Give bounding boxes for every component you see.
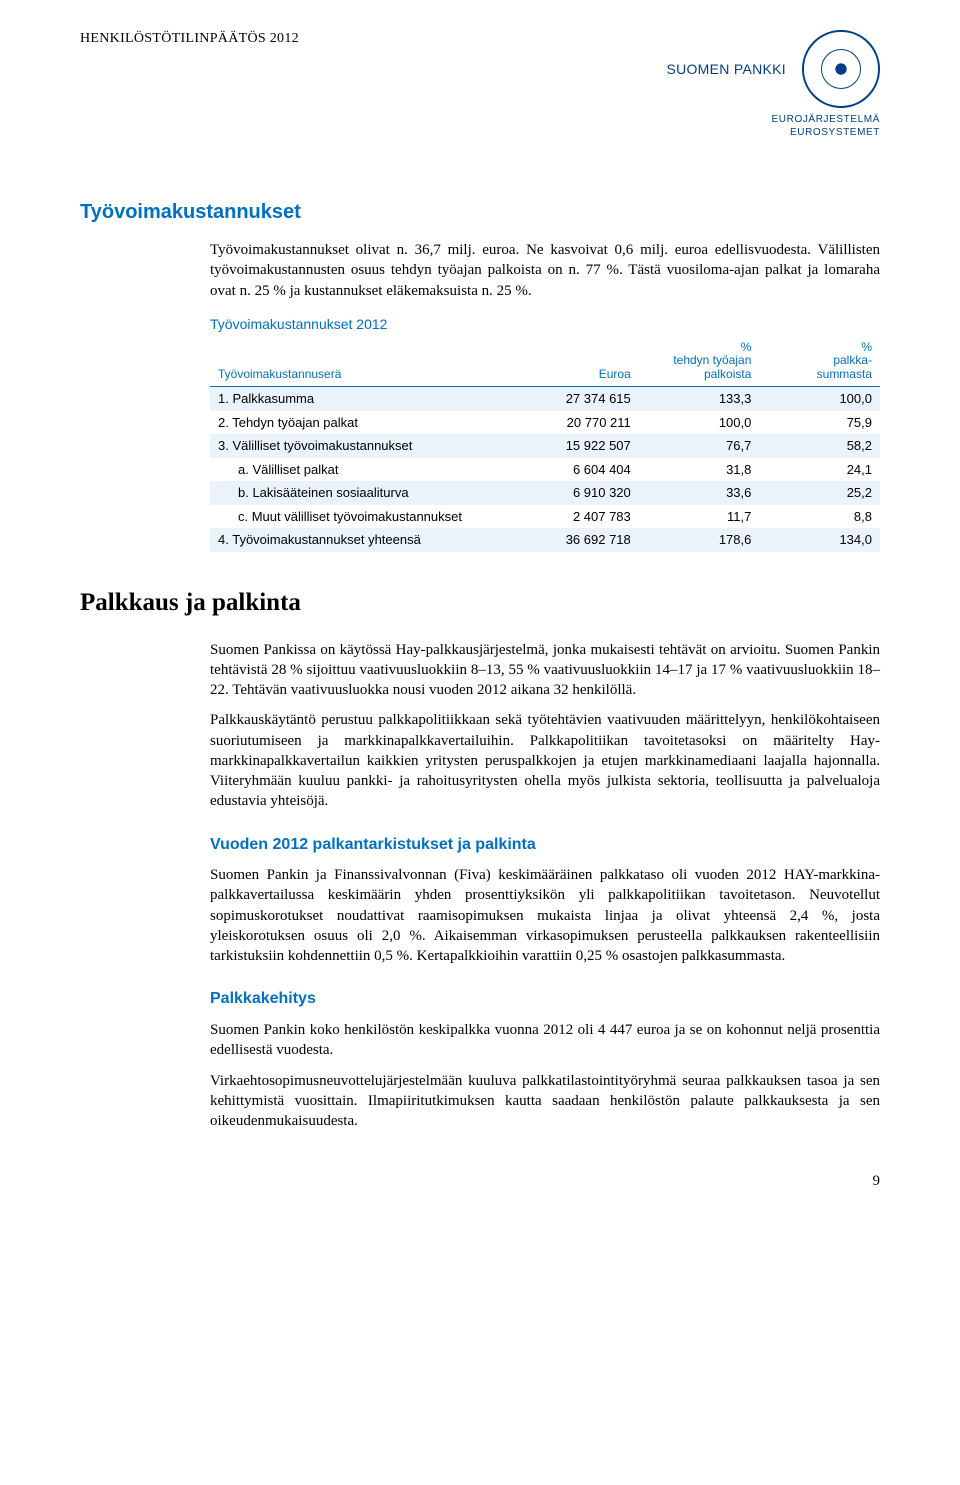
row-label: 1. Palkkasumma [210, 387, 518, 411]
sub2-para2: Virkaehtosopimusneuvottelujärjestelmään … [210, 1071, 880, 1132]
row-value: 2 407 783 [518, 505, 639, 529]
table-row: b. Lakisääteinen sosiaaliturva6 910 3203… [210, 481, 880, 505]
table-row: 2. Tehdyn työajan palkat20 770 211100,07… [210, 411, 880, 435]
section2-para1: Suomen Pankissa on käytössä Hay-palkkaus… [210, 640, 880, 701]
costs-table: Työvoimakustannuserä Euroa %tehdyn työaj… [210, 338, 880, 552]
section-title-costs: Työvoimakustannukset [80, 199, 880, 226]
table-caption: Työvoimakustannukset 2012 [210, 315, 880, 334]
row-value: 33,6 [639, 481, 760, 505]
page-number: 9 [80, 1171, 880, 1191]
row-value: 134,0 [759, 528, 880, 552]
row-value: 6 910 320 [518, 481, 639, 505]
sub2-para1: Suomen Pankin koko henkilöstön keskipalk… [210, 1020, 880, 1061]
bank-logo-icon [802, 30, 880, 108]
row-label: 3. Välilliset työvoimakustannukset [210, 434, 518, 458]
row-label: a. Välilliset palkat [210, 458, 518, 482]
row-value: 15 922 507 [518, 434, 639, 458]
section-title-palkkaus: Palkkaus ja palkinta [80, 586, 880, 620]
row-value: 133,3 [639, 387, 760, 411]
col-header-pct-tyo: %tehdyn työajanpalkoista [639, 338, 760, 387]
header-left-title: HENKILÖSTÖTILINPÄÄTÖS 2012 [80, 30, 299, 49]
row-label: c. Muut välilliset työvoimakustannukset [210, 505, 518, 529]
section1-paragraph: Työvoimakustannukset olivat n. 36,7 milj… [210, 240, 880, 301]
row-value: 11,7 [639, 505, 760, 529]
subsection-title-tarkistukset: Vuoden 2012 palkantarkistukset ja palkin… [210, 834, 880, 856]
row-label: 2. Tehdyn työajan palkat [210, 411, 518, 435]
subsection-title-palkkakehitys: Palkkakehitys [210, 988, 880, 1010]
row-value: 76,7 [639, 434, 760, 458]
row-value: 25,2 [759, 481, 880, 505]
row-value: 100,0 [759, 387, 880, 411]
row-value: 27 374 615 [518, 387, 639, 411]
row-value: 100,0 [639, 411, 760, 435]
table-row: a. Välilliset palkat6 604 40431,824,1 [210, 458, 880, 482]
row-value: 8,8 [759, 505, 880, 529]
row-value: 58,2 [759, 434, 880, 458]
page-header: HENKILÖSTÖTILINPÄÄTÖS 2012 SUOMEN PANKKI… [80, 30, 880, 139]
row-label: b. Lakisääteinen sosiaaliturva [210, 481, 518, 505]
sub1-para: Suomen Pankin ja Finanssivalvonnan (Fiva… [210, 865, 880, 966]
col-header-euroa: Euroa [518, 338, 639, 387]
table-row: 1. Palkkasumma27 374 615133,3100,0 [210, 387, 880, 411]
row-value: 31,8 [639, 458, 760, 482]
table-row: 4. Työvoimakustannukset yhteensä36 692 7… [210, 528, 880, 552]
row-value: 178,6 [639, 528, 760, 552]
brand-subtitle: EUROJÄRJESTELMÄ EUROSYSTEMET [772, 114, 880, 139]
row-value: 24,1 [759, 458, 880, 482]
costs-table-wrap: Työvoimakustannukset 2012 Työvoimakustan… [210, 315, 880, 552]
table-row: 3. Välilliset työvoimakustannukset15 922… [210, 434, 880, 458]
table-row: c. Muut välilliset työvoimakustannukset2… [210, 505, 880, 529]
brand-name: SUOMEN PANKKI [666, 60, 786, 79]
section2-para2: Palkkauskäytäntö perustuu palkkapolitiik… [210, 710, 880, 811]
col-header-pct-palkka: %palkka-summasta [759, 338, 880, 387]
table-header-row: Työvoimakustannuserä Euroa %tehdyn työaj… [210, 338, 880, 387]
row-value: 75,9 [759, 411, 880, 435]
row-value: 36 692 718 [518, 528, 639, 552]
col-header-label: Työvoimakustannuserä [210, 338, 518, 387]
row-label: 4. Työvoimakustannukset yhteensä [210, 528, 518, 552]
row-value: 6 604 404 [518, 458, 639, 482]
row-value: 20 770 211 [518, 411, 639, 435]
header-right-brand: SUOMEN PANKKI EUROJÄRJESTELMÄ EUROSYSTEM… [666, 30, 880, 139]
